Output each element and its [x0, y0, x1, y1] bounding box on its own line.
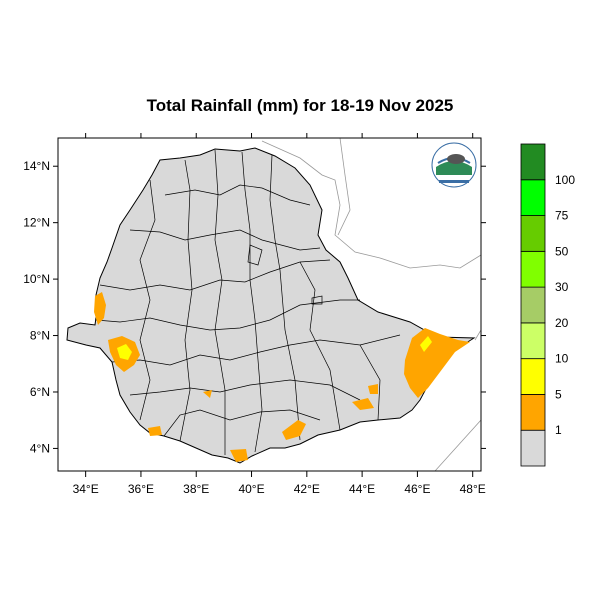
map-title: Total Rainfall (mm) for 18-19 Nov 2025 — [146, 96, 454, 115]
legend-label: 30 — [555, 280, 569, 294]
rain-area-south-3 — [282, 420, 306, 440]
lon-tick-label: 34°E — [73, 482, 99, 496]
rain-area-east-core — [420, 336, 432, 352]
legend-label: 100 — [555, 173, 575, 187]
legend-swatch — [520, 358, 546, 395]
legend-label: 5 — [555, 387, 562, 401]
legend-swatch — [520, 143, 546, 181]
rainfall-legend: 1 5 10 20 30 50 75 100 — [520, 143, 575, 467]
lon-tick-label: 38°E — [183, 482, 209, 496]
map-area — [58, 138, 481, 471]
legend-swatch — [520, 322, 546, 360]
legend-swatch — [520, 215, 546, 252]
rain-area-south-1 — [148, 426, 162, 436]
legend-label: 50 — [555, 244, 569, 258]
longitude-axis: 34°E 36°E 38°E 40°E 42°E 44°E 46°E 48°E — [73, 133, 486, 496]
legend-swatch — [520, 179, 546, 216]
lon-tick-label: 44°E — [349, 482, 375, 496]
rain-area-southwest-core — [117, 344, 132, 360]
rain-area-west — [94, 292, 106, 325]
lon-tick-label: 48°E — [460, 482, 486, 496]
rain-area-southeast-2 — [368, 384, 378, 394]
lon-tick-label: 36°E — [128, 482, 154, 496]
legend-label: 20 — [555, 316, 569, 330]
rain-area-central — [203, 390, 212, 398]
lon-tick-label: 40°E — [238, 482, 264, 496]
latitude-axis: 14°N 12°N 10°N 8°N 6°N 4°N — [23, 159, 486, 455]
legend-label: 10 — [555, 352, 569, 366]
legend-label: 1 — [555, 423, 562, 437]
legend-swatch — [520, 394, 546, 431]
lat-tick-label: 8°N — [30, 329, 50, 343]
map-frame — [57, 137, 482, 472]
lon-tick-label: 42°E — [294, 482, 320, 496]
lat-tick-label: 14°N — [23, 159, 50, 173]
lat-tick-label: 4°N — [30, 441, 50, 455]
lat-tick-label: 10°N — [23, 272, 50, 286]
admin-boundaries — [95, 149, 401, 455]
meteorology-agency-logo — [431, 142, 477, 188]
lat-tick-label: 6°N — [30, 385, 50, 399]
rain-area-south-2 — [230, 449, 248, 462]
legend-label: 75 — [555, 209, 569, 223]
legend-swatch — [520, 250, 546, 288]
lon-tick-label: 46°E — [404, 482, 430, 496]
legend-swatch — [520, 429, 546, 467]
legend-swatch — [520, 286, 546, 324]
rain-area-southeast — [352, 398, 374, 410]
rainfall-areas — [94, 292, 470, 462]
lat-tick-label: 12°N — [23, 216, 50, 230]
neighbor-borders — [261, 138, 481, 471]
ethiopia-land — [66, 147, 476, 464]
